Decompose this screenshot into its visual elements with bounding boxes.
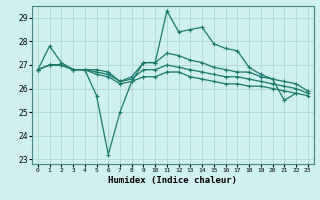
X-axis label: Humidex (Indice chaleur): Humidex (Indice chaleur) [108,176,237,185]
